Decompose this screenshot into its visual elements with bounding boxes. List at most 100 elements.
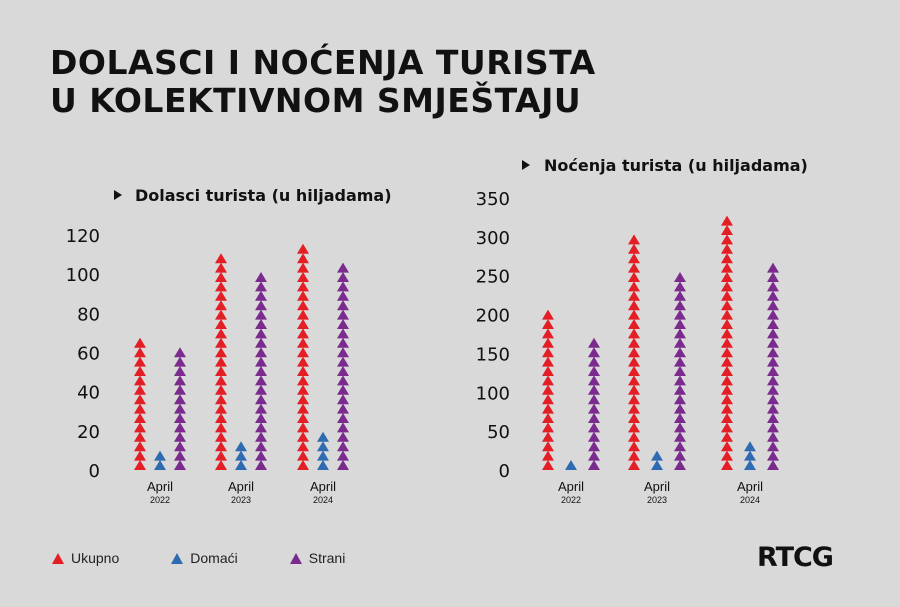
bar-triangle-mark bbox=[297, 394, 309, 405]
bar-triangle-mark bbox=[674, 281, 686, 292]
bar-ukupno bbox=[628, 234, 640, 470]
bar-triangle-mark bbox=[297, 403, 309, 414]
bar-triangle-mark bbox=[674, 450, 686, 461]
title-line-2: U KOLEKTIVNOM SMJEŠTAJU bbox=[50, 81, 582, 120]
bar-triangle-mark bbox=[721, 356, 733, 367]
bar-triangle-mark bbox=[651, 460, 663, 470]
bar-triangle-mark bbox=[628, 450, 640, 461]
bar-triangle-mark bbox=[721, 394, 733, 405]
bar-triangle-mark bbox=[255, 290, 267, 301]
bar-triangle-mark bbox=[174, 431, 186, 442]
bar-triangle-mark bbox=[215, 403, 227, 414]
bar-triangle-mark bbox=[628, 460, 640, 470]
bar-domaći bbox=[651, 450, 663, 470]
bar-triangle-mark bbox=[588, 394, 600, 405]
bar-triangle-mark bbox=[297, 460, 309, 470]
bar-triangle-mark bbox=[721, 347, 733, 358]
chart-title: Noćenja turista (u hiljadama) bbox=[544, 156, 808, 175]
y-tick-label: 120 bbox=[66, 226, 100, 247]
legend-swatch-domaci bbox=[171, 552, 184, 564]
bar-triangle-mark bbox=[317, 460, 329, 470]
bar-triangle-mark bbox=[674, 356, 686, 367]
bar-triangle-mark bbox=[174, 413, 186, 423]
bar-triangle-mark bbox=[588, 337, 600, 348]
bar-triangle-mark bbox=[542, 356, 554, 367]
bar-triangle-mark bbox=[255, 403, 267, 414]
bar-triangle-mark bbox=[767, 272, 779, 282]
bar-triangle-mark bbox=[154, 450, 166, 461]
bar-triangle-mark bbox=[721, 431, 733, 442]
bar-triangle-mark bbox=[542, 384, 554, 395]
bar-triangle-mark bbox=[134, 394, 146, 405]
bar-triangle-mark bbox=[297, 413, 309, 423]
bar-triangle-mark bbox=[721, 450, 733, 461]
bar-triangle-mark bbox=[337, 450, 349, 461]
bar-triangle-mark bbox=[255, 413, 267, 423]
bar-triangle-mark bbox=[215, 460, 227, 470]
bar-triangle-mark bbox=[297, 366, 309, 376]
y-tick-label: 100 bbox=[476, 383, 510, 404]
bar-triangle-mark bbox=[297, 262, 309, 273]
bar-strani bbox=[588, 337, 600, 470]
bar-triangle-mark bbox=[767, 356, 779, 367]
triangle-icon bbox=[171, 552, 184, 564]
bar-triangle-mark bbox=[674, 460, 686, 470]
bar-triangle-mark bbox=[628, 356, 640, 367]
bar-triangle-mark bbox=[297, 319, 309, 329]
bar-triangle-mark bbox=[134, 384, 146, 395]
x-tick-year-label: 2023 bbox=[647, 495, 667, 505]
bar-triangle-mark bbox=[134, 450, 146, 461]
bar-triangle-mark bbox=[255, 319, 267, 329]
chart-1: Dolasci turista (u hiljadama) 0 20 40 60 80 10… bbox=[66, 186, 392, 505]
bar-triangle-mark bbox=[674, 290, 686, 301]
bar-triangle-mark bbox=[297, 253, 309, 264]
bar-triangle-mark bbox=[767, 413, 779, 423]
bar-triangle-mark bbox=[255, 366, 267, 376]
bar-triangle-mark bbox=[297, 300, 309, 311]
play-icon bbox=[114, 190, 122, 200]
bar-triangle-mark bbox=[767, 319, 779, 329]
bar-triangle-mark bbox=[628, 422, 640, 433]
bar-triangle-mark bbox=[628, 394, 640, 405]
bar-triangle-mark bbox=[674, 347, 686, 358]
bar-triangle-mark bbox=[588, 450, 600, 461]
x-tick-year-label: 2023 bbox=[231, 495, 251, 505]
bar-triangle-mark bbox=[628, 403, 640, 414]
bar-triangle-mark bbox=[235, 460, 247, 470]
bar-triangle-mark bbox=[174, 460, 186, 470]
bar-triangle-mark bbox=[674, 337, 686, 348]
bar-triangle-mark bbox=[174, 450, 186, 461]
bar-triangle-mark bbox=[674, 441, 686, 452]
bar-triangle-mark bbox=[255, 441, 267, 452]
bar-triangle-mark bbox=[628, 431, 640, 442]
x-tick-year-label: 2024 bbox=[740, 495, 760, 505]
bar-triangle-mark bbox=[174, 441, 186, 452]
bar-triangle-mark bbox=[721, 215, 733, 226]
legend-label-ukupno: Ukupno bbox=[71, 550, 120, 566]
bar-domaći bbox=[744, 441, 756, 470]
bar-triangle-mark bbox=[297, 290, 309, 301]
bar-triangle-mark bbox=[134, 356, 146, 367]
bar-triangle-mark bbox=[767, 450, 779, 461]
bar-triangle-mark bbox=[174, 347, 186, 358]
bar-triangle-mark bbox=[721, 403, 733, 414]
bar-triangle-mark bbox=[297, 450, 309, 461]
bar-triangle-mark bbox=[215, 356, 227, 367]
bar-triangle-mark bbox=[674, 375, 686, 386]
bar-strani bbox=[255, 272, 267, 470]
bar-triangle-mark bbox=[134, 366, 146, 376]
bar-triangle-mark bbox=[674, 309, 686, 320]
bar-triangle-mark bbox=[588, 441, 600, 452]
bar-triangle-mark bbox=[255, 422, 267, 433]
bar-domaći bbox=[235, 441, 247, 470]
bar-triangle-mark bbox=[255, 347, 267, 358]
triangle-icon bbox=[289, 552, 302, 564]
bar-triangle-mark bbox=[134, 431, 146, 442]
bar-triangle-mark bbox=[767, 262, 779, 273]
bar-triangle-mark bbox=[628, 272, 640, 282]
bar-triangle-mark bbox=[215, 309, 227, 320]
bar-triangle-mark bbox=[542, 403, 554, 414]
bar-triangle-mark bbox=[628, 366, 640, 376]
bar-triangle-mark bbox=[628, 413, 640, 423]
bar-triangle-mark bbox=[215, 366, 227, 376]
